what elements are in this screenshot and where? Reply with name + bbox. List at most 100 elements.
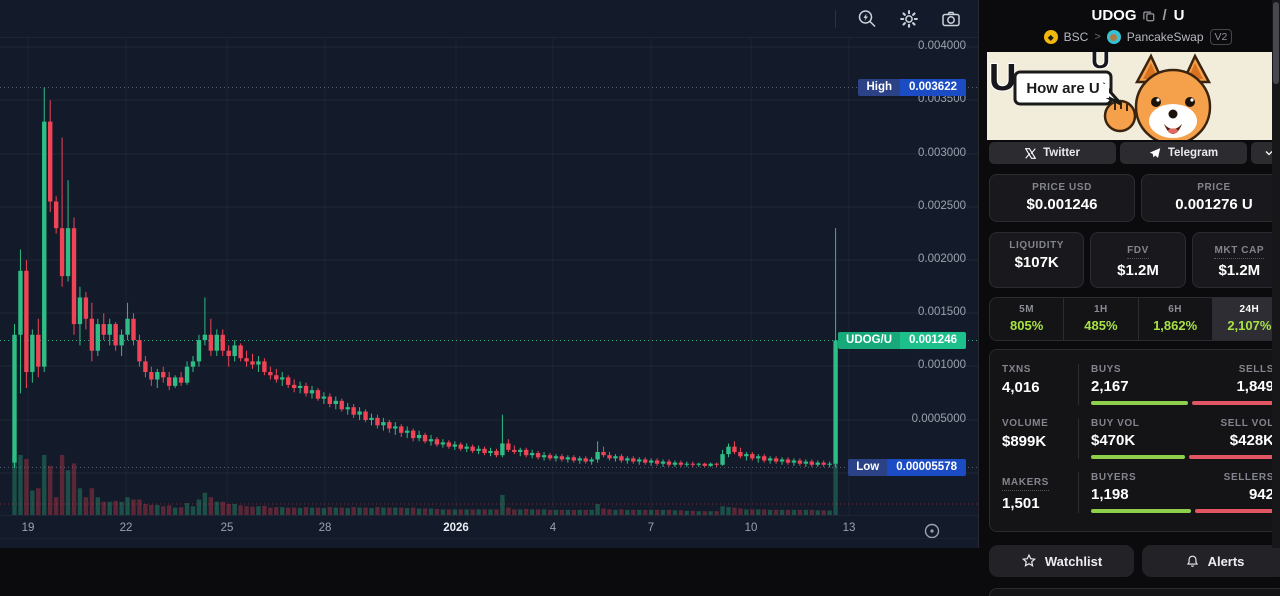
app-root: 0.004000 0.003500 0.003000 0.002500 0.002000… <box>0 0 1280 548</box>
star-icon <box>1021 553 1036 567</box>
telegram-label: Telegram <box>1167 147 1219 159</box>
price-usd-value: $0.001246 <box>1026 196 1098 213</box>
makers-label: MAKERS <box>1002 477 1049 491</box>
timeframe-6h[interactable]: 6H 1,862% <box>1137 298 1212 340</box>
fdv-value: $1.2M <box>1117 262 1159 279</box>
price-usd-box[interactable]: PRICE USD $0.001246 <box>989 174 1135 222</box>
price-boxes-row: PRICE USD $0.001246 PRICE 0.001276 U <box>989 174 1280 222</box>
toolbar-divider <box>835 9 836 28</box>
makers-row: MAKERS 1,501 BUYERS SELLERS 1,198 942 <box>1002 467 1274 521</box>
timeframe-1h[interactable]: 1H 485% <box>1063 298 1137 340</box>
chart-toolbar <box>0 0 978 38</box>
tf-6h-label: 6H <box>1168 304 1183 315</box>
dex-name[interactable]: PancakeSwap <box>1126 30 1204 44</box>
pair-separator: / <box>1162 7 1167 24</box>
alerts-button[interactable]: Alerts <box>1142 545 1280 577</box>
timeframe-bar: 5M 805% 1H 485% 6H 1,862% 24H 2,107% <box>989 297 1280 341</box>
liquidity-box[interactable]: LIQUIDITY $107K <box>989 232 1085 288</box>
base-token-name: UDOG <box>1091 7 1137 24</box>
chart-pane: 0.004000 0.003500 0.003000 0.002500 0.002000… <box>0 0 978 548</box>
axis-settings-icon[interactable] <box>922 521 942 541</box>
buys-label: BUYS <box>1091 364 1122 375</box>
tf-1h-change: 485% <box>1084 318 1118 333</box>
sell-vol-value: $428K <box>1229 432 1274 449</box>
mktcap-box[interactable]: MKT CAP $1.2M <box>1191 232 1280 288</box>
price-axis-label: 0.003500 <box>918 93 966 105</box>
tf-6h-change: 1,862% <box>1153 318 1198 333</box>
price-axis-label: 0.001000 <box>918 359 966 371</box>
sellers-value: 942 <box>1248 486 1274 503</box>
time-axis-label: 28 <box>318 522 332 534</box>
high-price-badge: High 0.003622 <box>858 79 966 96</box>
time-axis[interactable]: 19 22 25 28 2026 4 7 10 13 <box>0 515 978 548</box>
high-badge-value: 0.003622 <box>900 79 966 96</box>
candlestick-chart[interactable] <box>0 38 978 515</box>
twitter-button[interactable]: Twitter <box>989 142 1116 164</box>
camera-snapshot-icon[interactable] <box>940 8 962 30</box>
quote-token-name: U <box>1173 7 1185 24</box>
tf-5m-change: 805% <box>1010 318 1044 333</box>
buy-vol-value: $470K <box>1091 432 1136 449</box>
copy-icon[interactable] <box>1143 10 1155 22</box>
tf-24h-change: 2,107% <box>1227 318 1272 333</box>
pair-title: UDOG / U <box>989 7 1280 24</box>
buy-sell-vol-bar <box>1091 455 1274 459</box>
watchlist-label: Watchlist <box>1044 553 1103 569</box>
time-axis-label: 2026 <box>443 522 469 534</box>
next-panel-edge <box>989 588 1280 596</box>
time-axis-label: 19 <box>21 522 35 534</box>
time-axis-label: 22 <box>119 522 133 534</box>
bell-icon <box>1186 555 1198 567</box>
time-axis-label: 4 <box>549 522 557 534</box>
mktcap-label: MKT CAP <box>1214 245 1265 259</box>
timeframe-24h[interactable]: 24H 2,107% <box>1211 298 1280 340</box>
low-price-badge: Low 0.00005578 <box>848 459 966 476</box>
last-price-badge: UDOG/U 0.001246 <box>838 332 966 349</box>
chain-name[interactable]: BSC <box>1063 30 1089 44</box>
mktcap-value: $1.2M <box>1218 262 1261 279</box>
alerts-label: Alerts <box>1207 553 1245 569</box>
social-links-row: Twitter Telegram <box>989 142 1280 164</box>
buy-vol-label: BUY VOL <box>1091 418 1140 429</box>
scrollbar-thumb[interactable] <box>1273 2 1279 84</box>
telegram-button[interactable]: Telegram <box>1120 142 1247 164</box>
stats-panel: TXNS 4,016 BUYS SELLS 2,167 1,849 <box>989 349 1280 532</box>
twitter-x-icon <box>1025 147 1037 159</box>
buyers-label: BUYERS <box>1091 472 1137 483</box>
banner-logo-letter-top: U <box>1091 52 1110 74</box>
low-badge-label: Low <box>848 459 888 476</box>
dex-version-badge: V2 <box>1209 29 1233 45</box>
zoom-reset-icon[interactable] <box>856 8 878 30</box>
price-native-box[interactable]: PRICE 0.001276 U <box>1141 174 1280 222</box>
buys-sells-bar <box>1091 401 1274 405</box>
price-native-value: 0.001276 U <box>1175 196 1253 213</box>
makers-value: 1,501 <box>1002 495 1040 512</box>
chevron-down-icon <box>1265 151 1273 156</box>
fdv-box[interactable]: FDV $1.2M <box>1090 232 1186 288</box>
breadcrumb: ◆ BSC > PancakeSwap V2 <box>989 29 1280 45</box>
token-sidebar: UDOG / U ◆ BSC > PancakeSwap V2 U U <box>978 0 1280 596</box>
telegram-icon <box>1149 148 1161 158</box>
timeframe-5m[interactable]: 5M 805% <box>990 298 1063 340</box>
sidebar-scrollbar[interactable] <box>1272 0 1280 548</box>
txns-row: TXNS 4,016 BUYS SELLS 2,167 1,849 <box>1002 359 1274 413</box>
price-axis-label: 0.002000 <box>918 253 966 265</box>
watchlist-button[interactable]: Watchlist <box>989 545 1134 577</box>
low-badge-value: 0.00005578 <box>887 459 966 476</box>
price-axis-label: 0.004000 <box>918 40 966 52</box>
actions-row: Watchlist Alerts <box>989 545 1280 577</box>
buyers-sellers-bar <box>1091 509 1274 513</box>
volume-label: VOLUME <box>1002 418 1049 429</box>
sells-label: SELLS <box>1238 364 1274 375</box>
sells-value: 1,849 <box>1236 378 1274 395</box>
time-axis-label: 13 <box>842 522 856 534</box>
twitter-label: Twitter <box>1043 147 1080 159</box>
settings-gear-icon[interactable] <box>898 8 920 30</box>
sellers-label: SELLERS <box>1223 472 1274 483</box>
token-banner-image[interactable]: U U <box>987 52 1280 140</box>
price-axis-label: 0.001500 <box>918 306 966 318</box>
pancakeswap-icon <box>1106 30 1121 44</box>
tf-24h-label: 24H <box>1239 304 1260 315</box>
price-axis-label: 0.003000 <box>918 147 966 159</box>
time-axis-label: 7 <box>647 522 655 534</box>
